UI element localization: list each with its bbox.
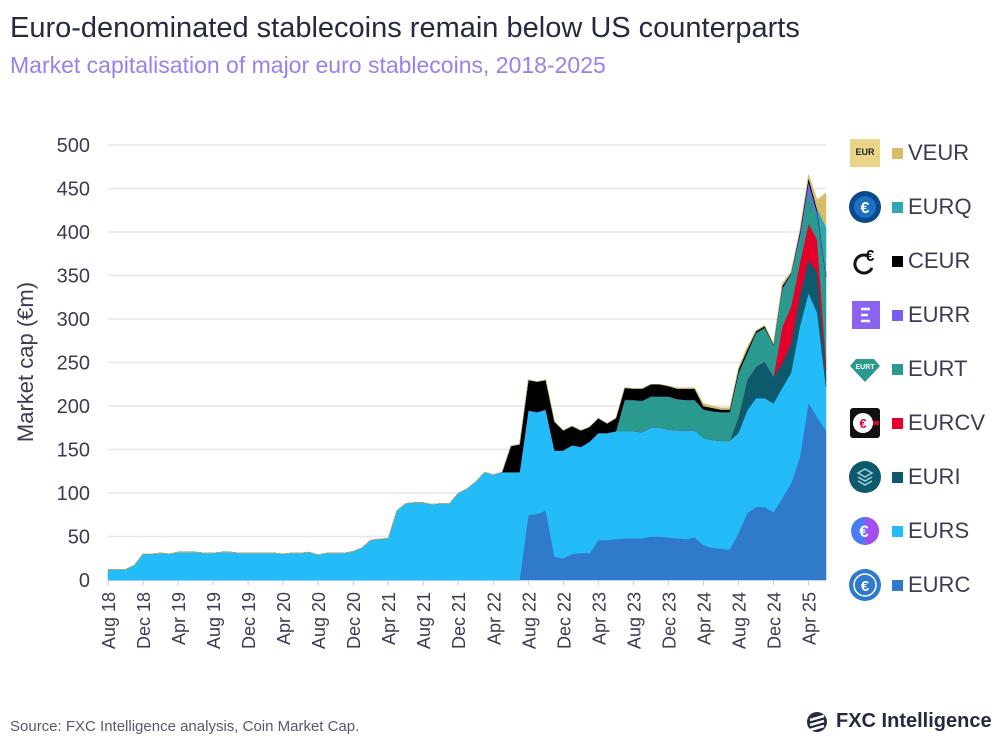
legend-label: EURCV xyxy=(908,410,986,435)
y-tick-label: 400 xyxy=(57,222,90,244)
legend-label: EURT xyxy=(908,356,968,381)
legend-label: VEUR xyxy=(908,140,970,165)
x-tick-label: Apr 24 xyxy=(694,592,714,645)
eurs-coin-icon: € xyxy=(848,514,882,548)
y-tick-label: 150 xyxy=(57,440,90,462)
y-tick-label: 350 xyxy=(57,266,90,288)
svg-text:EUR: EUR xyxy=(855,147,875,157)
x-tick-label: Aug 22 xyxy=(519,592,539,649)
x-tick-label: Dec 20 xyxy=(344,592,364,649)
legend-swatch xyxy=(892,309,903,321)
legend-swatch xyxy=(892,579,903,591)
eurcv-coin-icon: € xyxy=(848,406,882,440)
fxc-logo-icon xyxy=(807,711,827,732)
legend-item-euri: EURI xyxy=(848,460,961,494)
svg-text:€: € xyxy=(861,578,870,595)
x-tick-label: Dec 23 xyxy=(659,592,679,649)
legend-item-eurt: EURT EURT xyxy=(848,352,968,386)
ceur-coin-icon: € xyxy=(848,244,882,278)
x-tick-label: Dec 21 xyxy=(449,592,469,649)
x-tick-label: Apr 20 xyxy=(274,592,294,645)
legend-swatch xyxy=(892,471,903,483)
svg-text:€: € xyxy=(866,248,875,265)
svg-text:€: € xyxy=(861,200,870,217)
x-tick-label: Aug 20 xyxy=(309,592,329,649)
legend-item-ceur: € CEUR xyxy=(848,244,970,278)
legend-swatch xyxy=(892,363,903,375)
legend-item-eurs: € EURS xyxy=(848,514,969,548)
x-tick-label: Apr 22 xyxy=(484,592,504,645)
svg-text:€: € xyxy=(859,416,866,431)
y-tick-label: 50 xyxy=(68,527,90,549)
legend-label: EURQ xyxy=(908,194,972,219)
eurt-coin-icon: EURT xyxy=(848,352,882,386)
svg-text:EURT: EURT xyxy=(855,364,875,371)
x-tick-label: Apr 21 xyxy=(379,592,399,645)
legend-swatch xyxy=(892,417,903,429)
y-axis-label: Market cap (€m) xyxy=(13,282,38,442)
logo-text: FXC Intelligence xyxy=(836,710,992,732)
svg-text:€: € xyxy=(859,522,869,541)
y-tick-label: 300 xyxy=(57,309,90,331)
x-tick-label: Dec 24 xyxy=(764,592,784,649)
fxc-logo: FXC Intelligence xyxy=(806,710,992,733)
y-tick-label: 0 xyxy=(79,570,90,592)
legend-label: EURI xyxy=(908,464,961,489)
legend-item-eurr: EURR xyxy=(848,298,970,332)
x-tick-label: Apr 25 xyxy=(799,592,819,645)
y-tick-label: 200 xyxy=(57,396,90,418)
eurr-coin-icon xyxy=(848,298,882,332)
legend-swatch xyxy=(892,255,903,267)
eurq-coin-icon: € xyxy=(848,190,882,224)
legend-swatch xyxy=(892,525,903,537)
chart-title: Euro-denominated stablecoins remain belo… xyxy=(10,12,800,44)
legend-item-eurc: € EURC xyxy=(848,568,970,602)
x-tick-label: Aug 24 xyxy=(729,592,749,649)
x-tick-label: Dec 22 xyxy=(554,592,574,649)
source-note: Source: FXC Intelligence analysis, Coin … xyxy=(10,718,360,735)
veur-coin-icon: EUR xyxy=(848,136,882,170)
y-tick-label: 100 xyxy=(57,483,90,505)
legend-label: EURS xyxy=(908,518,970,543)
y-tick-label: 250 xyxy=(57,353,90,375)
eurc-coin-icon: € xyxy=(848,568,882,602)
legend-label: EURR xyxy=(908,302,971,327)
y-tick-label: 500 xyxy=(57,135,90,157)
x-tick-label: Dec 19 xyxy=(239,592,259,649)
chart-subtitle: Market capitalisation of major euro stab… xyxy=(10,52,606,78)
x-tick-label: Aug 19 xyxy=(204,592,224,649)
area-veur xyxy=(108,174,827,570)
legend-item-veur: EUR VEUR xyxy=(848,136,969,170)
x-tick-label: Aug 23 xyxy=(624,592,644,649)
legend-item-eurq: € EURQ xyxy=(848,190,972,224)
legend-swatch xyxy=(892,201,903,213)
legend-swatch xyxy=(892,147,903,159)
legend-label: CEUR xyxy=(908,248,971,273)
euri-coin-icon xyxy=(848,460,882,494)
x-tick-label: Apr 19 xyxy=(169,592,189,645)
x-tick-label: Aug 18 xyxy=(99,592,119,649)
legend-item-eurcv: € EURCV xyxy=(848,406,985,440)
legend-label: EURC xyxy=(908,572,971,597)
x-tick-label: Dec 18 xyxy=(134,592,154,649)
y-tick-label: 450 xyxy=(57,179,90,201)
x-tick-label: Apr 23 xyxy=(589,592,609,645)
x-tick-label: Aug 21 xyxy=(414,592,434,649)
